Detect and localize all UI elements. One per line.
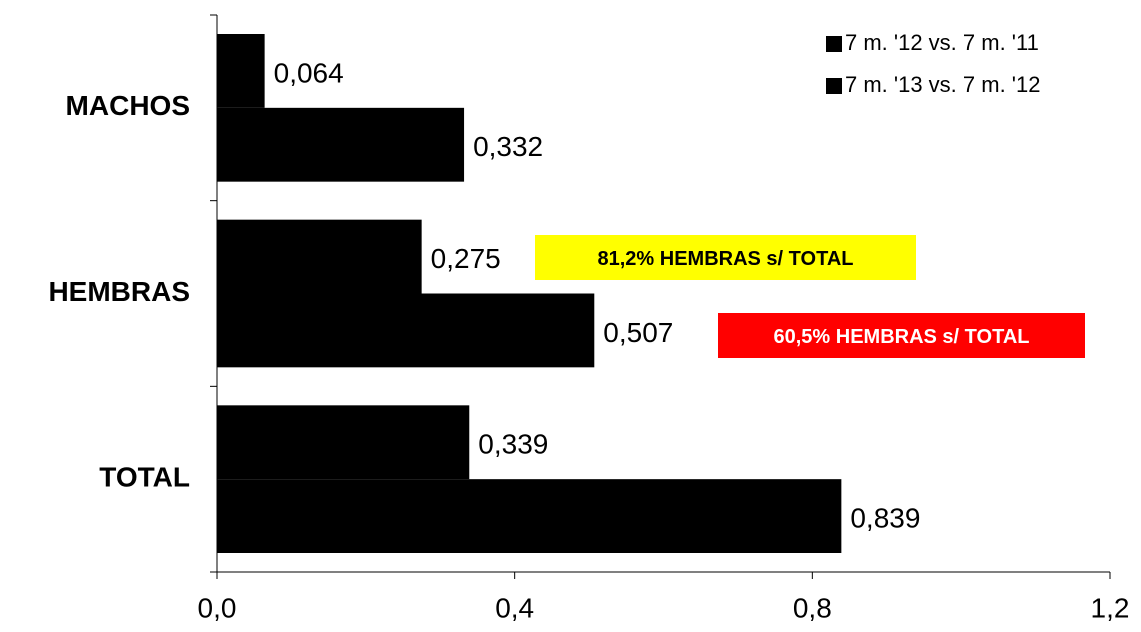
annotation-text: 81,2% HEMBRAS s/ TOTAL	[598, 248, 854, 270]
value-label: 0,839	[850, 502, 920, 533]
legend-label: 7 m. '12 vs. 7 m. '11	[845, 30, 1039, 55]
x-tick-label: 0,4	[495, 592, 534, 623]
bar	[217, 293, 595, 368]
bar	[217, 34, 265, 108]
bar	[217, 479, 842, 553]
bar	[217, 107, 465, 182]
value-label: 0,339	[478, 429, 548, 460]
value-label: 0,275	[431, 243, 501, 274]
x-tick-label: 0,0	[198, 592, 237, 623]
annotation-box	[535, 235, 916, 280]
x-tick-label: 0,8	[793, 592, 832, 623]
bar	[217, 219, 422, 294]
value-label: 0,332	[473, 131, 543, 162]
annotation-text: 60,5% HEMBRAS s/ TOTAL	[774, 326, 1030, 348]
category-label: MACHOS	[66, 90, 190, 121]
annotation-box	[718, 313, 1085, 358]
category-label: HEMBRAS	[48, 276, 190, 307]
category-label: TOTAL	[99, 462, 190, 493]
legend-swatch	[826, 36, 842, 52]
value-label: 0,507	[603, 317, 673, 348]
legend-swatch	[826, 78, 842, 94]
legend-label: 7 m. '13 vs. 7 m. '12	[845, 72, 1040, 97]
x-tick-label: 1,2	[1091, 592, 1130, 623]
value-label: 0,064	[274, 57, 344, 88]
bar	[217, 405, 470, 480]
